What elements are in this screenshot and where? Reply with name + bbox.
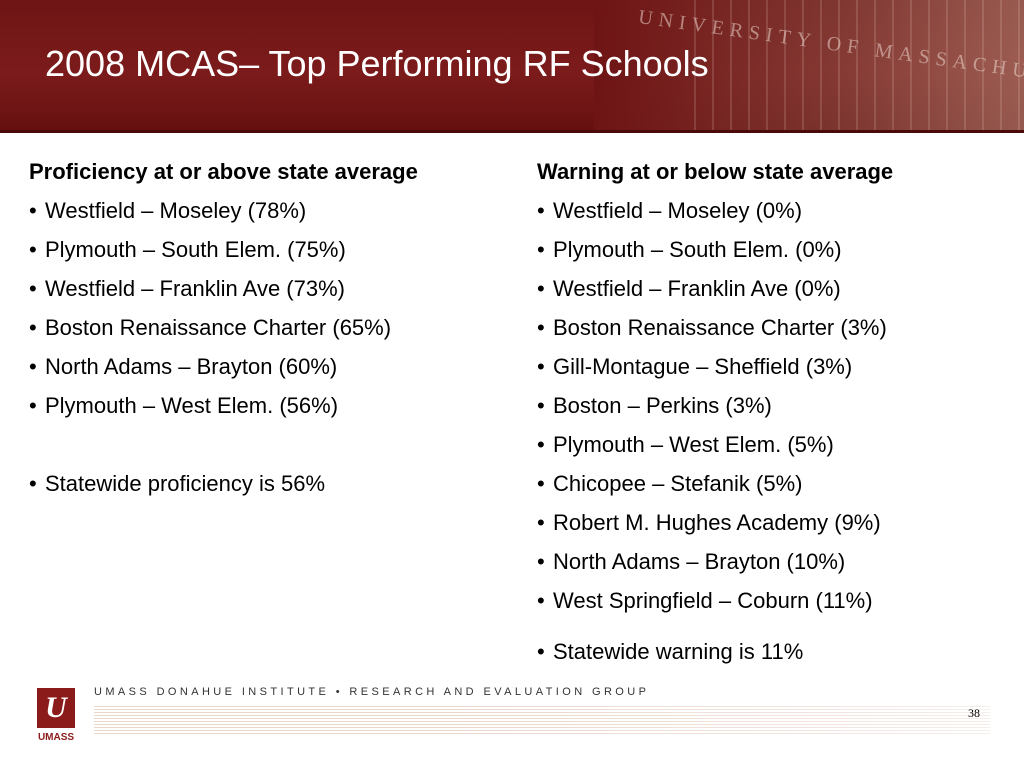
building-columns [694, 0, 1024, 130]
list-item-text: Westfield – Franklin Ave (0%) [553, 276, 841, 301]
bullet-icon: • [29, 393, 37, 418]
summary-text: Statewide proficiency is 56% [45, 471, 326, 496]
list-item: • Westfield – Moseley (0%) [537, 196, 1007, 235]
bullet-icon: • [537, 393, 545, 418]
bullet-icon: • [537, 510, 545, 535]
list-item: • Boston Renaissance Charter (65%) [29, 313, 509, 352]
warning-list: • Westfield – Moseley (0%) • Plymouth – Sou… [537, 196, 1007, 625]
list-item: • Chicopee – Stefanik (5%) [537, 469, 1007, 508]
list-item: • Westfield – Franklin Ave (73%) [29, 274, 509, 313]
proficiency-heading: Proficiency at or above state average [29, 159, 418, 184]
warning-column: Warning at or below state average • Westf… [537, 157, 1007, 676]
list-item: • Plymouth – South Elem. (75%) [29, 235, 509, 274]
bullet-icon: • [29, 198, 37, 223]
bullet-icon: • [29, 237, 37, 262]
list-item: • North Adams – Brayton (60%) [29, 352, 509, 391]
warning-heading: Warning at or below state average [537, 159, 894, 184]
list-item-text: West Springfield – Coburn (11%) [553, 588, 873, 613]
umass-logo-text: UMASS [37, 732, 75, 743]
slide-title: 2008 MCAS– Top Performing RF Schools [45, 43, 709, 84]
bullet-icon: • [29, 276, 37, 301]
bullet-icon: • [537, 315, 545, 340]
list-item: • Boston Renaissance Charter (3%) [537, 313, 1007, 352]
list-item-text: North Adams – Brayton (10%) [553, 549, 846, 574]
list-spacer [29, 430, 509, 469]
list-item-text: Gill-Montague – Sheffield (3%) [553, 354, 853, 379]
list-item-text: Boston – Perkins (3%) [553, 393, 772, 418]
list-item-text: Plymouth – West Elem. (5%) [553, 432, 834, 457]
footer-band-fade [452, 706, 990, 734]
bullet-icon: • [537, 549, 545, 574]
list-item-text: Westfield – Franklin Ave (73%) [45, 276, 345, 301]
header-divider [0, 130, 1024, 133]
list-item-text: Plymouth – South Elem. (75%) [45, 237, 346, 262]
proficiency-column: Proficiency at or above state average • W… [29, 157, 509, 508]
list-item: • Westfield – Franklin Ave (0%) [537, 274, 1007, 313]
bullet-icon: • [537, 639, 545, 664]
list-item: • Boston – Perkins (3%) [537, 391, 1007, 430]
list-item: • Gill-Montague – Sheffield (3%) [537, 352, 1007, 391]
list-item: • Robert M. Hughes Academy (9%) [537, 508, 1007, 547]
list-item: • Plymouth – West Elem. (5%) [537, 430, 1007, 469]
list-item-text: Boston Renaissance Charter (3%) [553, 315, 887, 340]
warning-summary: • Statewide warning is 11% [537, 637, 1007, 676]
bullet-icon: • [29, 471, 37, 496]
umass-logo: U UMASS [35, 688, 77, 748]
footer-band [94, 706, 990, 734]
summary-text: Statewide warning is 11% [553, 639, 804, 664]
bullet-icon: • [537, 198, 545, 223]
list-item-text: Chicopee – Stefanik (5%) [553, 471, 803, 496]
bullet-icon: • [537, 237, 545, 262]
list-item: • North Adams – Brayton (10%) [537, 547, 1007, 586]
proficiency-list: • Westfield – Moseley (78%) • Plymouth – So… [29, 196, 509, 430]
list-item-text: Boston Renaissance Charter (65%) [45, 315, 392, 340]
page-number: 38 [968, 706, 980, 720]
list-item: • Plymouth – West Elem. (56%) [29, 391, 509, 430]
bullet-icon: • [537, 471, 545, 496]
list-item: • Plymouth – South Elem. (0%) [537, 235, 1007, 274]
list-item-text: North Adams – Brayton (60%) [45, 354, 338, 379]
list-spacer [537, 625, 1007, 637]
list-item-text: Plymouth – West Elem. (56%) [45, 393, 339, 418]
list-item-text: Plymouth – South Elem. (0%) [553, 237, 842, 262]
proficiency-summary: • Statewide proficiency is 56% [29, 469, 509, 508]
bullet-icon: • [29, 354, 37, 379]
building-image [594, 0, 1024, 130]
list-item: • West Springfield – Coburn (11%) [537, 586, 1007, 625]
bullet-icon: • [537, 588, 545, 613]
umass-mark-icon: U [37, 688, 75, 728]
list-item-text: Robert M. Hughes Academy (9%) [553, 510, 881, 535]
list-item: • Westfield – Moseley (78%) [29, 196, 509, 235]
list-item-text: Westfield – Moseley (78%) [45, 198, 307, 223]
header-banner: UNIVERSITY OF MASSACHUSETTS 2008 MCAS– T… [0, 0, 1024, 130]
bullet-icon: • [537, 354, 545, 379]
list-item-text: Westfield – Moseley (0%) [553, 198, 803, 223]
bullet-icon: • [537, 276, 545, 301]
footer-org-text: UMASS DONAHUE INSTITUTE • RESEARCH AND E… [94, 686, 650, 698]
bullet-icon: • [29, 315, 37, 340]
bullet-icon: • [537, 432, 545, 457]
